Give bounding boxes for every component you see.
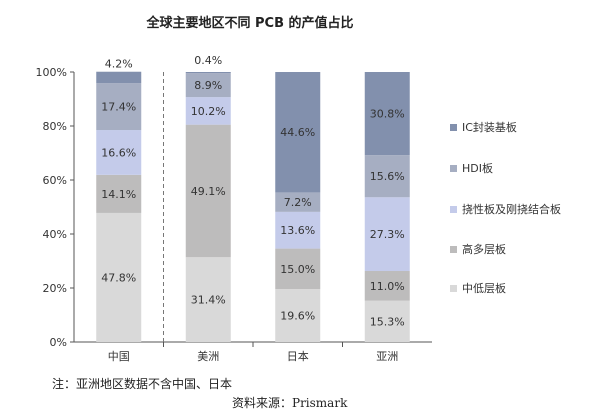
data-label: 4.2% [105,58,133,71]
data-label: 11.0% [370,280,405,293]
legend-swatch [450,285,457,292]
data-label: 31.4% [191,294,226,307]
data-label: 16.6% [101,146,136,159]
legend-label: 高多层板 [462,242,506,256]
bar-segment [96,83,142,131]
data-label: 15.6% [370,170,405,183]
bar-segment [364,72,410,156]
data-label: 44.6% [280,126,315,139]
legend-label: IC封装基板 [462,120,517,134]
category-label: 中国 [108,350,130,363]
data-label: 47.8% [101,271,136,284]
bar-segment [185,124,231,258]
bar-segment [275,289,321,342]
bar-segment [275,72,321,193]
data-label: 13.6% [280,224,315,237]
data-label: 0.4% [194,54,222,67]
legend-label: 挠性板及刚挠结合板 [462,202,561,216]
bar-segment [185,97,231,125]
category-label: 美洲 [197,350,219,363]
data-label: 14.1% [101,188,136,201]
bar-segment [96,71,142,84]
chart-source: 资料来源：Prismark [232,396,348,410]
chart-title: 全球主要地区不同 PCB 的产值占比 [146,16,354,31]
y-tick-label: 40% [43,228,67,241]
y-tick-label: 100% [36,66,67,79]
legend-label: HDI板 [462,161,493,175]
bar-segment [275,192,321,212]
chart-note: 注：亚洲地区数据不含中国、日本 [52,377,233,391]
data-label: 27.3% [370,228,405,241]
y-tick-label: 60% [43,174,67,187]
bar-segment [364,300,410,342]
legend-swatch [450,246,457,253]
bar-segment [185,72,231,74]
data-label: 10.2% [191,105,226,118]
bar-segment [185,73,231,98]
bar-segment [96,174,142,213]
data-label: 19.6% [280,310,315,323]
bar-segment [96,212,142,342]
bar-segment [275,211,321,249]
bar-segment [185,257,231,342]
data-label: 7.2% [284,196,312,209]
y-tick-label: 20% [43,282,67,295]
legend-swatch [450,165,457,172]
y-tick-label: 0% [50,336,67,349]
data-label: 30.8% [370,108,405,121]
bar-segment [364,270,410,301]
bar-segment [364,155,410,198]
legend-swatch [450,124,457,131]
bar-segment [275,248,321,290]
category-label: 日本 [287,349,309,363]
bar-segment [364,197,410,271]
data-label: 8.9% [194,79,222,92]
data-label: 15.3% [370,315,405,328]
legend-swatch [450,206,457,213]
data-label: 17.4% [101,101,136,114]
category-label: 亚洲 [376,350,398,363]
legend-label: 中低层板 [462,281,506,295]
bar-segment [96,130,142,175]
data-label: 15.0% [280,263,315,276]
data-label: 49.1% [191,185,226,198]
y-tick-label: 80% [43,120,67,133]
